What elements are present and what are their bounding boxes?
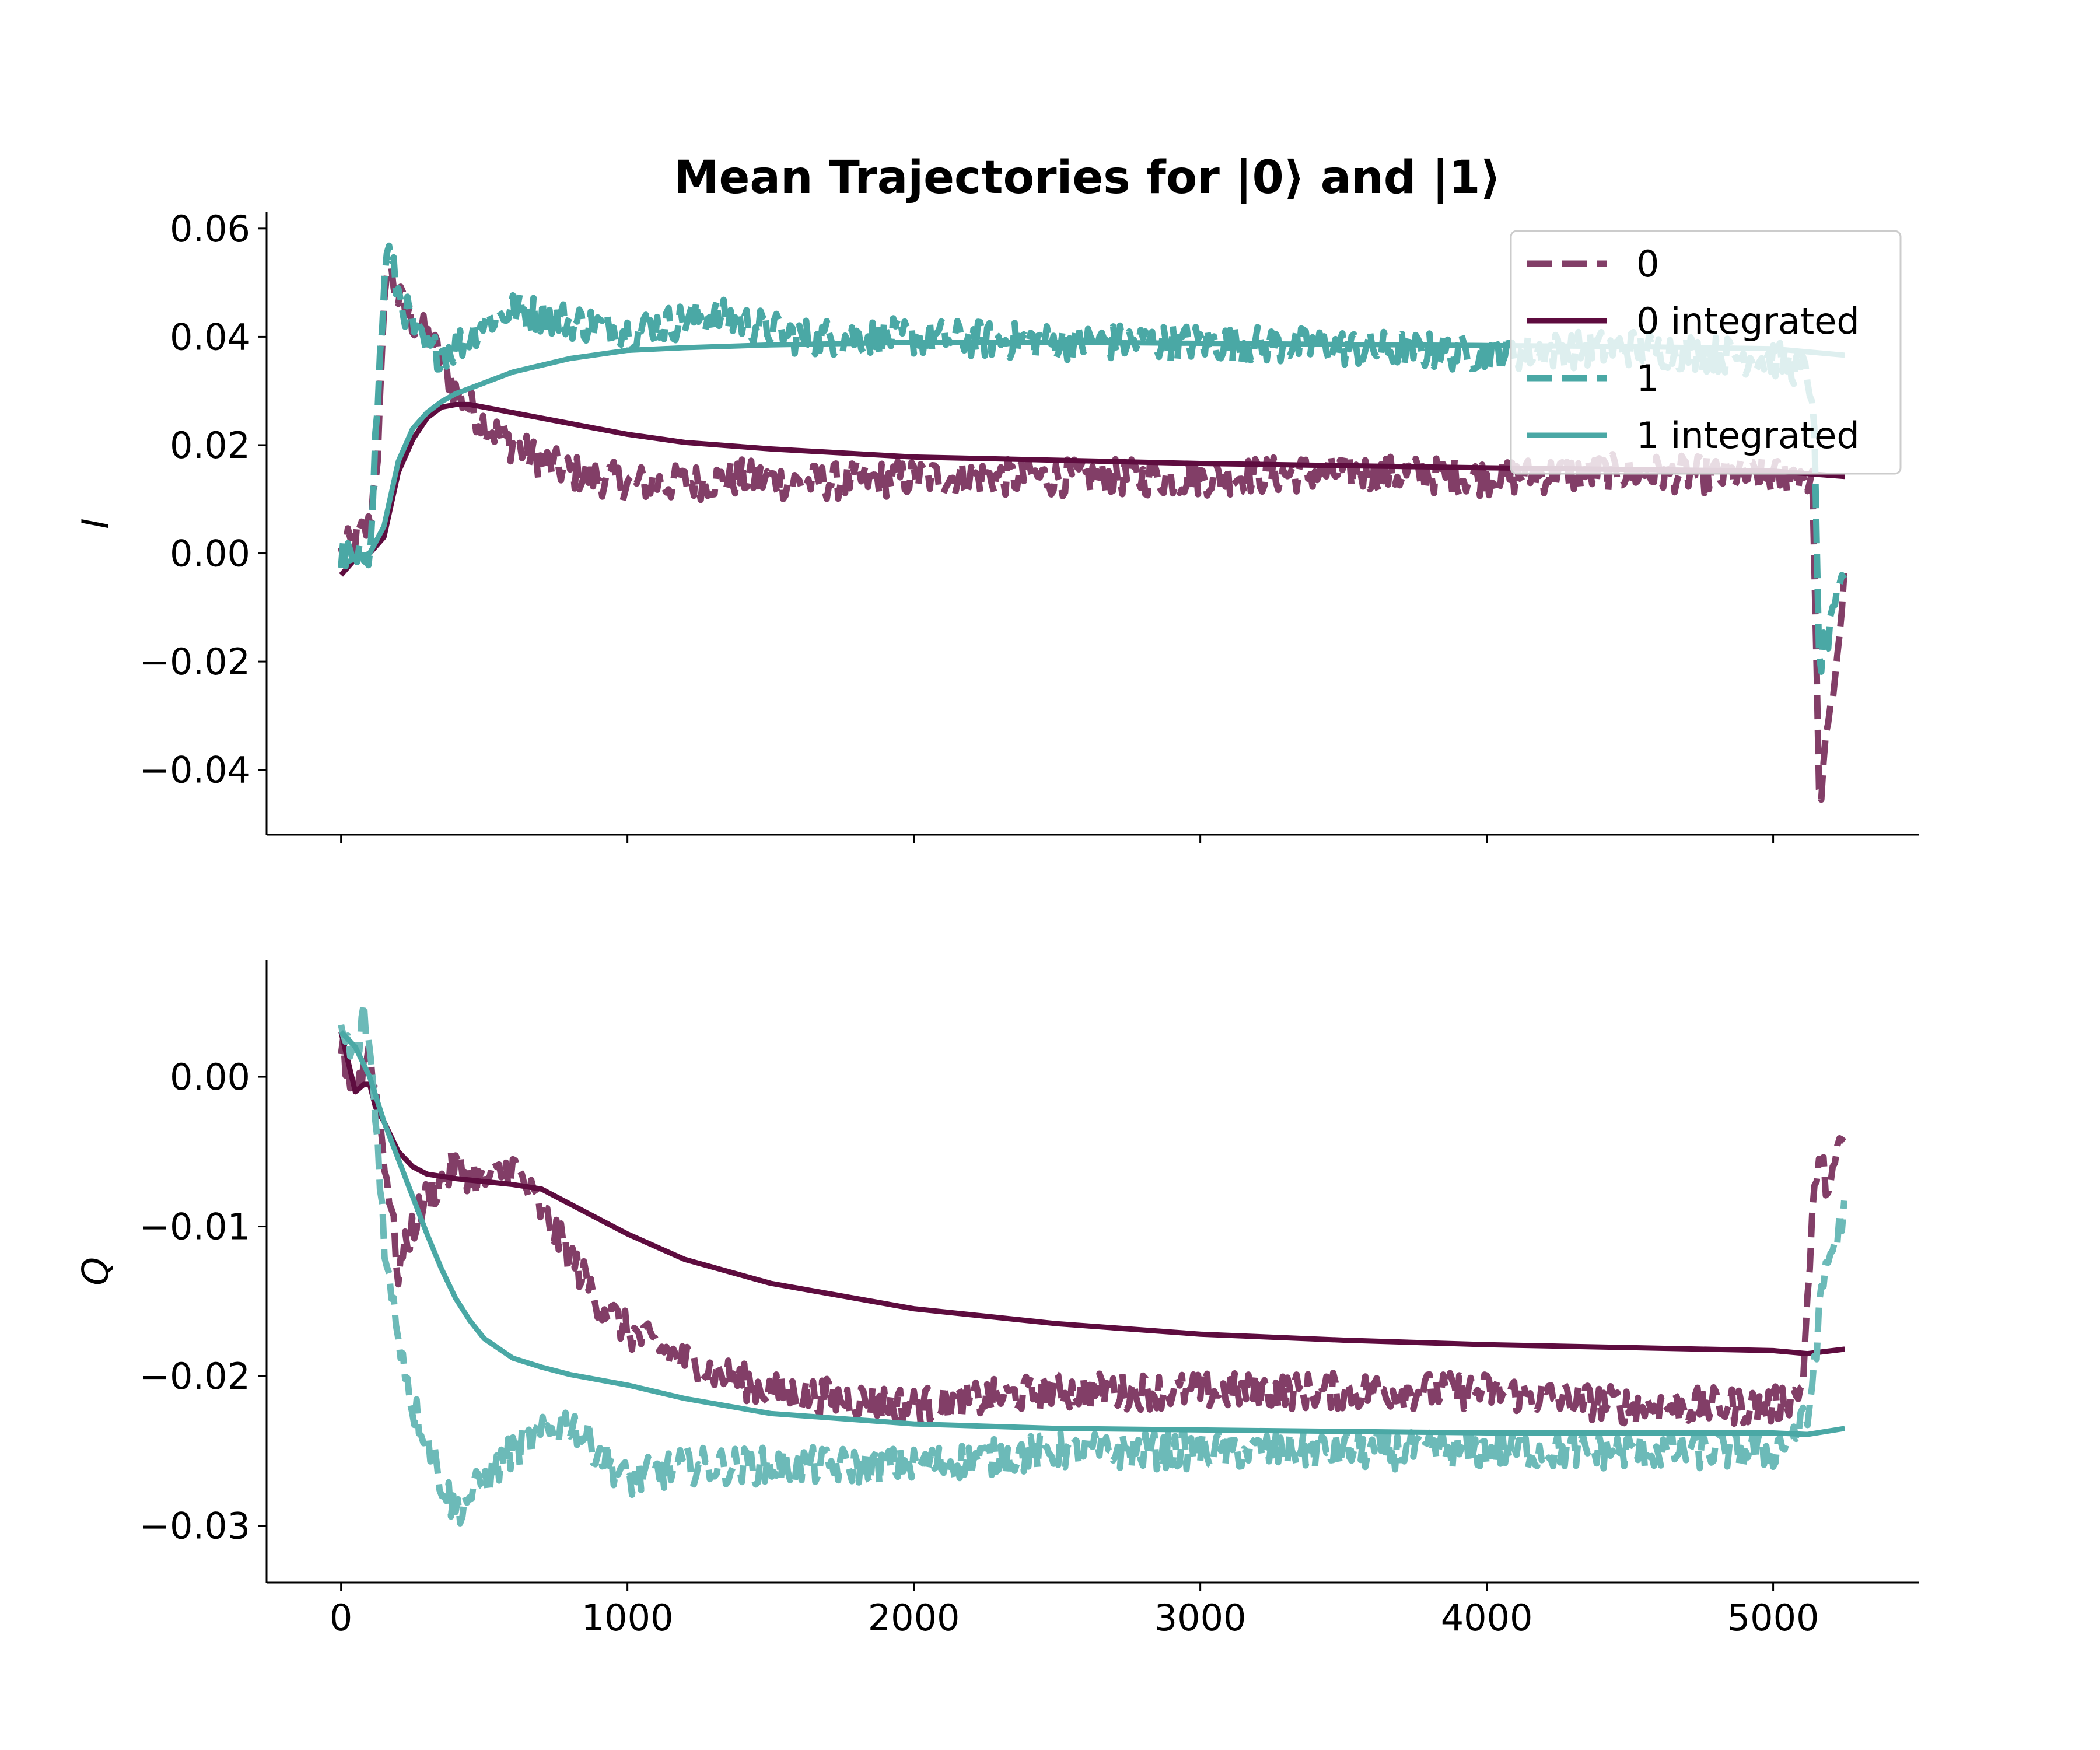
x-tick-label: 3000 — [1154, 1597, 1247, 1639]
legend-box — [1510, 230, 1902, 475]
y-axis-label: I — [74, 518, 117, 528]
y-tick-label: −0.02 — [139, 1355, 250, 1398]
series-line-1-integrated — [340, 340, 1845, 567]
series-line-0-integrated — [338, 1031, 1845, 1357]
x-tick-label: 5000 — [1727, 1597, 1819, 1639]
legend-label: 0 — [1636, 243, 1659, 285]
legend: 0 0 integrated 1 1 integrated — [1510, 230, 1902, 475]
y-tick-label: 0.04 — [170, 316, 250, 358]
x-tick-label: 1000 — [582, 1597, 674, 1639]
legend-label: 1 — [1636, 357, 1659, 400]
legend-label: 1 integrated — [1636, 414, 1860, 457]
panel-i: 0.06 0.04 0.02 0.00 −0.02 −0.04 I — [74, 208, 1919, 843]
y-tick-label: 0.00 — [170, 533, 250, 575]
series-line-1-integrated — [339, 1030, 1846, 1437]
chart-title: Mean Trajectories for |0⟩ and |1⟩ — [674, 152, 1501, 204]
x-tick-label: 0 — [330, 1597, 352, 1639]
legend-label: 0 integrated — [1636, 300, 1860, 342]
y-tick-label: −0.01 — [139, 1206, 250, 1248]
series-line-1 — [338, 1000, 1847, 1527]
x-tick-label: 2000 — [868, 1597, 960, 1639]
y-tick-label: −0.03 — [139, 1505, 250, 1548]
series-line-0 — [338, 1034, 1846, 1427]
y-tick-label: 0.02 — [170, 424, 250, 467]
y-tick-label: −0.02 — [139, 640, 250, 683]
y-tick-label: −0.04 — [139, 749, 250, 792]
x-tick-label: 4000 — [1441, 1597, 1533, 1639]
panel-q: 0.00 −0.01 −0.02 −0.03 0 1000 2000 3000 4000 5000… — [74, 960, 1919, 1639]
y-tick-label: 0.06 — [170, 208, 250, 250]
y-axis-label: Q — [74, 1257, 117, 1286]
y-tick-label: 0.00 — [170, 1056, 250, 1098]
